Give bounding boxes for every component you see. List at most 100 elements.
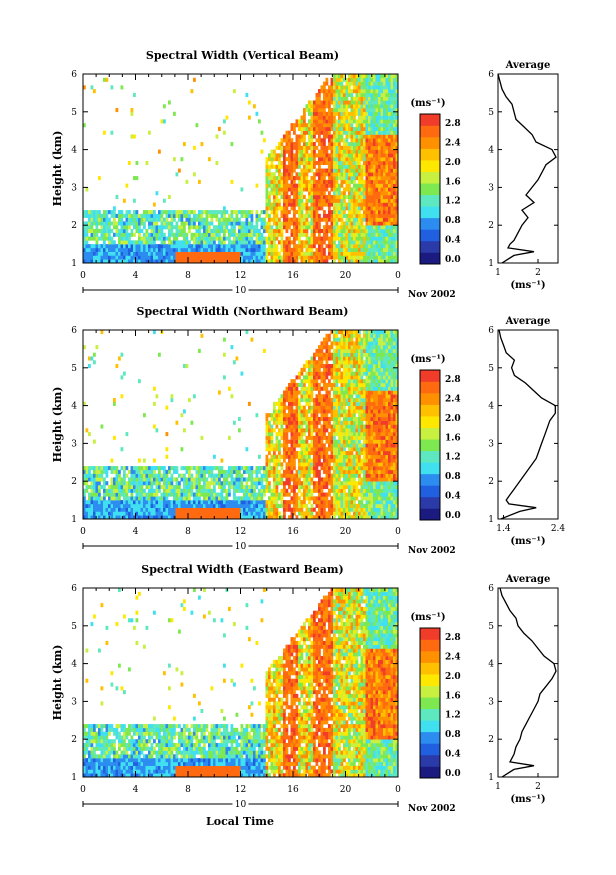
heatmap-cell bbox=[313, 439, 316, 444]
heatmap-cell bbox=[310, 176, 314, 181]
heatmap-cell bbox=[390, 228, 394, 234]
heatmap-cell bbox=[138, 507, 141, 512]
heatmap-cell bbox=[320, 153, 324, 158]
heatmap-cell bbox=[143, 221, 146, 226]
heatmap-cell bbox=[393, 138, 396, 143]
heatmap-cell bbox=[270, 428, 274, 433]
heatmap-cell bbox=[380, 142, 384, 147]
heatmap-cell bbox=[368, 108, 371, 113]
heatmap-cell bbox=[360, 115, 364, 120]
heatmap-cell bbox=[308, 484, 311, 490]
heatmap-cell bbox=[275, 183, 279, 188]
heatmap-cell bbox=[315, 145, 319, 150]
heatmap-cell bbox=[378, 251, 381, 256]
heatmap-cell bbox=[358, 179, 361, 184]
heatmap-cell bbox=[238, 484, 241, 490]
heatmap-cell bbox=[350, 160, 354, 166]
heatmap-cell bbox=[313, 104, 316, 109]
heatmap-cell bbox=[153, 225, 156, 230]
heatmap-cell bbox=[145, 210, 149, 215]
heatmap-cell bbox=[383, 191, 386, 196]
heatmap-cell bbox=[335, 108, 339, 113]
heatmap-cell bbox=[198, 511, 201, 516]
heatmap-cell bbox=[105, 507, 109, 512]
heatmap-cell bbox=[303, 164, 306, 169]
heatmap-cell bbox=[385, 240, 389, 245]
heatmap-cell bbox=[308, 240, 311, 245]
heatmap-cell bbox=[298, 206, 301, 211]
heatmap-cell bbox=[343, 176, 346, 181]
heatmap-cell bbox=[343, 85, 346, 90]
heatmap-cell bbox=[133, 500, 136, 505]
heatmap-cell bbox=[295, 228, 299, 234]
heatmap-cell bbox=[323, 240, 326, 245]
heatmap-cell bbox=[393, 240, 396, 245]
heatmap-cell bbox=[295, 424, 299, 429]
heatmap-cell bbox=[265, 221, 269, 226]
heatmap-cell bbox=[293, 251, 296, 256]
heatmap-cell bbox=[275, 443, 279, 448]
heatmap-cell bbox=[270, 187, 274, 192]
heatmap-cell bbox=[153, 492, 156, 497]
heatmap-cell bbox=[105, 488, 109, 493]
heatmap-cell bbox=[153, 488, 156, 493]
heatmap-cell bbox=[310, 466, 314, 471]
heatmap-cell bbox=[193, 255, 196, 260]
heatmap-cell bbox=[363, 134, 366, 139]
heatmap-cell bbox=[355, 111, 359, 116]
heatmap-cell bbox=[395, 81, 399, 86]
heatmap-cell bbox=[310, 477, 314, 482]
heatmap-cell bbox=[340, 138, 344, 143]
heatmap-cell bbox=[160, 232, 164, 237]
heatmap-cell bbox=[335, 168, 339, 173]
heatmap-cell bbox=[123, 473, 126, 478]
heatmap-cell bbox=[315, 206, 319, 211]
heatmap-cell bbox=[223, 469, 226, 474]
heatmap-cell bbox=[208, 228, 211, 234]
heatmap-cell bbox=[235, 473, 239, 478]
heatmap-cell bbox=[105, 251, 109, 256]
heatmap-cell bbox=[300, 416, 304, 422]
heatmap-cell bbox=[353, 206, 356, 211]
heatmap-cell bbox=[135, 244, 139, 249]
heatmap-cell bbox=[145, 473, 149, 478]
heatmap-cell bbox=[328, 202, 331, 207]
heatmap-cell bbox=[373, 81, 376, 86]
heatmap-cell bbox=[228, 251, 231, 256]
heatmap-cell bbox=[278, 443, 281, 448]
heatmap-cell bbox=[270, 176, 274, 181]
heatmap-cell bbox=[238, 515, 241, 520]
heatmap-cell bbox=[358, 130, 361, 135]
heatmap-cell bbox=[288, 515, 291, 520]
heatmap-cell bbox=[330, 172, 334, 177]
heatmap-cell bbox=[335, 221, 339, 226]
heatmap-cell bbox=[343, 111, 346, 116]
heatmap-cell bbox=[285, 217, 289, 222]
heatmap-cell bbox=[260, 225, 264, 230]
heatmap-cell bbox=[328, 85, 331, 90]
heatmap-cell bbox=[338, 259, 341, 264]
heatmap-cell bbox=[388, 104, 391, 109]
heatmap-cell bbox=[355, 157, 359, 162]
heatmap-cell bbox=[290, 386, 294, 391]
heatmap-cell bbox=[395, 228, 399, 234]
heatmap-cell bbox=[290, 435, 294, 440]
heatmap-cell bbox=[343, 123, 346, 128]
heatmap-cell bbox=[378, 92, 381, 97]
heatmap-cell bbox=[230, 507, 234, 512]
heatmap-cell bbox=[303, 134, 306, 139]
heatmap-cell bbox=[318, 477, 321, 482]
heatmap-cell bbox=[160, 247, 164, 252]
heatmap-cell bbox=[285, 145, 289, 150]
heatmap-cell bbox=[308, 179, 311, 184]
heatmap-cell bbox=[345, 244, 349, 249]
heatmap-cell bbox=[358, 164, 361, 169]
heatmap-cell bbox=[133, 488, 136, 493]
heatmap-cell bbox=[335, 126, 339, 131]
heatmap-cell bbox=[263, 477, 266, 482]
heatmap-cell bbox=[150, 255, 154, 260]
heatmap-cell bbox=[100, 511, 104, 516]
heatmap-cell bbox=[213, 511, 216, 516]
heatmap-cell bbox=[313, 145, 316, 150]
